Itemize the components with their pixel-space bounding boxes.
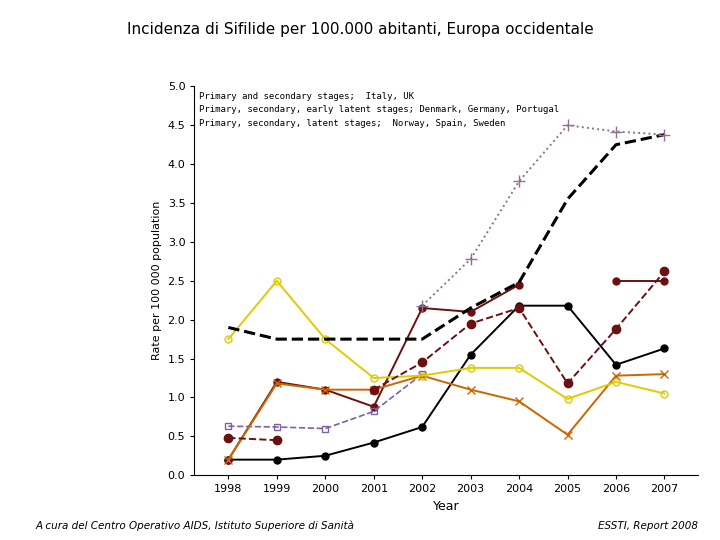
Text: Incidenza di Sifilide per 100.000 abitanti, Europa occidentale: Incidenza di Sifilide per 100.000 abitan… — [127, 22, 593, 37]
Text: ESSTI, Report 2008: ESSTI, Report 2008 — [598, 521, 698, 531]
X-axis label: Year: Year — [433, 500, 459, 513]
Text: A cura del Centro Operativo AIDS, Istituto Superiore di Sanità: A cura del Centro Operativo AIDS, Istitu… — [36, 521, 355, 531]
Y-axis label: Rate per 100 000 population: Rate per 100 000 population — [152, 201, 162, 361]
Text: Primary and secondary stages;  Italy, UK
Primary, secondary, early latent stages: Primary and secondary stages; Italy, UK … — [199, 92, 559, 127]
